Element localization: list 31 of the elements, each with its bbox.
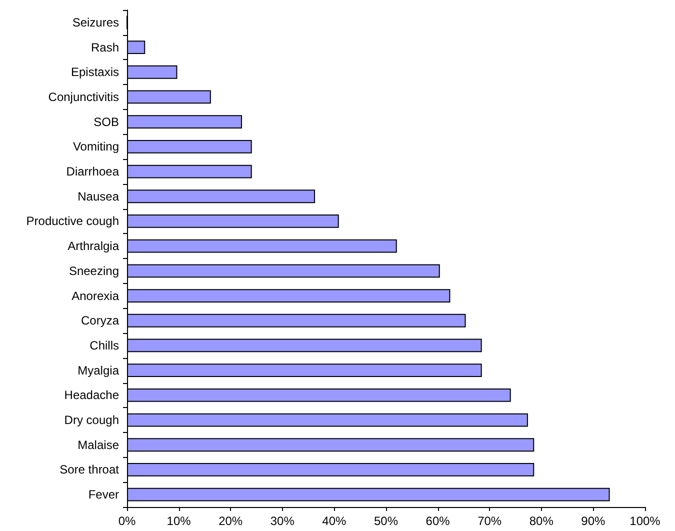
y-tick-label: Chills [90, 338, 119, 352]
x-tick-label: 60% [426, 514, 450, 528]
y-tick-label: Nausea [78, 189, 120, 204]
y-tick-label: Dry cough [64, 413, 119, 428]
y-tick-label: Sore throat [60, 462, 120, 477]
y-tick-label: Diarrhoea [66, 164, 120, 179]
x-tick-label: 70% [478, 514, 502, 528]
y-tick-label: Coryza [80, 314, 120, 328]
y-tick-label: Conjunctivitis [48, 90, 119, 104]
y-tick-label: Headache [64, 388, 120, 402]
y-tick-label: Anorexia [72, 288, 120, 303]
y-tick-label: Vomiting [72, 140, 119, 154]
y-tick-label: Productive cough [26, 214, 119, 228]
x-tick-label: 30% [270, 514, 295, 528]
y-tick-label: Fever [88, 488, 119, 502]
y-tick-label: Malaise [78, 438, 120, 452]
y-tick-label: SOB [94, 114, 119, 129]
y-tick-label: Rash [90, 40, 119, 54]
x-tick-label: 0% [118, 514, 136, 528]
y-tick-label: Sneezing [68, 264, 119, 278]
x-tick-label: 40% [322, 514, 347, 528]
x-tick-label: 50% [374, 514, 398, 528]
y-tick-label: Myalgia [78, 363, 120, 378]
x-tick-label: 20% [218, 514, 243, 528]
x-tick-label: 100% [630, 514, 661, 528]
x-tick-label: 80% [529, 514, 554, 528]
y-tick-label: Arthralgia [68, 239, 120, 254]
y-tick-label: Seizures [72, 15, 119, 30]
y-tick-label: Epistaxis [70, 65, 119, 80]
x-tick-label: 10% [166, 514, 192, 528]
x-tick-label: 90% [581, 514, 606, 528]
